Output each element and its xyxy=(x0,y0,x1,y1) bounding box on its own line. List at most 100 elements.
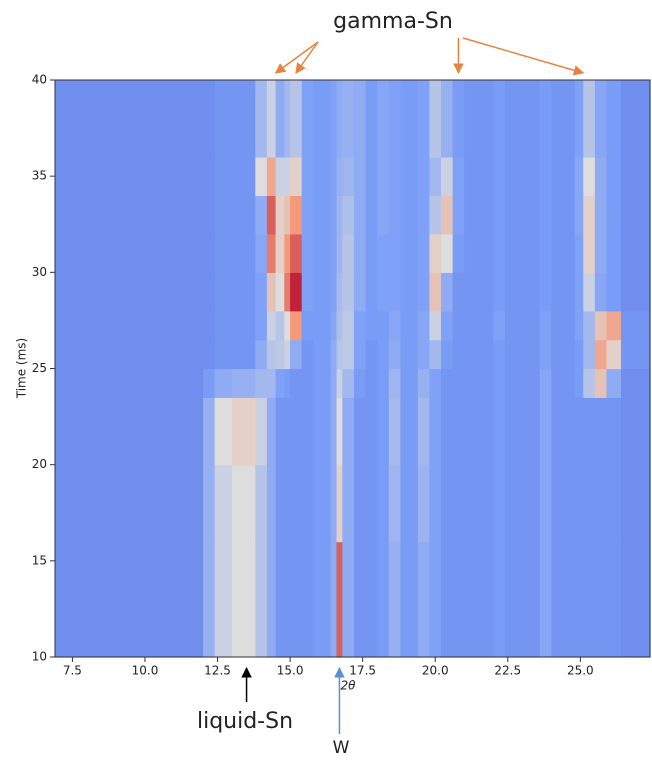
heatmap-cell xyxy=(284,397,291,466)
heatmap-cell xyxy=(266,80,277,158)
heatmap-cell xyxy=(55,397,204,466)
heatmap-cell xyxy=(284,464,291,543)
heatmap-cell xyxy=(493,339,506,370)
heatmap-cell xyxy=(551,339,576,370)
heatmap-cell xyxy=(330,368,338,398)
heatmap-cell xyxy=(504,272,541,312)
heatmap-cell xyxy=(441,339,454,370)
heatmap-cell xyxy=(313,233,332,273)
heatmap-cell xyxy=(55,233,204,273)
heatmap-cell xyxy=(400,80,419,158)
heatmap-cell xyxy=(232,80,256,158)
heatmap-cell xyxy=(594,80,608,158)
heatmap-cell xyxy=(284,233,291,273)
heatmap-cell xyxy=(266,339,277,370)
heatmap-cell xyxy=(284,80,291,158)
heatmap-cell xyxy=(301,397,314,466)
heatmap-cell xyxy=(400,195,419,235)
y-tick-label: 25 xyxy=(32,361,47,375)
heatmap-cell xyxy=(583,541,596,658)
heatmap-cell xyxy=(284,272,291,312)
heatmap-cell xyxy=(301,195,314,235)
heatmap-cell xyxy=(620,80,651,158)
heatmap-cell xyxy=(313,464,332,543)
heatmap-cell xyxy=(330,156,338,196)
heatmap-cell xyxy=(232,368,256,398)
heatmap-cell xyxy=(301,310,314,341)
heatmap-cell xyxy=(452,464,465,543)
x-tick-label: 15.0 xyxy=(277,664,304,678)
heatmap-cell xyxy=(377,339,390,370)
y-tick-label: 10 xyxy=(32,650,47,664)
heatmap-cell xyxy=(388,272,401,312)
heatmap-cell xyxy=(342,397,355,466)
heatmap-cell xyxy=(574,339,584,370)
heatmap-cell xyxy=(583,464,596,543)
heatmap-cell xyxy=(606,397,622,466)
heatmap-cell xyxy=(232,195,256,235)
heatmap-cell xyxy=(574,310,584,341)
heatmap-cell xyxy=(203,464,216,543)
heatmap-cell xyxy=(620,233,651,273)
heatmap-cell xyxy=(452,233,465,273)
heatmap-cell xyxy=(342,195,355,235)
heatmap-cell xyxy=(400,368,419,398)
heatmap-cell xyxy=(441,80,454,158)
y-tick-label: 30 xyxy=(32,265,47,279)
heatmap-cell xyxy=(493,195,506,235)
heatmap-cell xyxy=(275,464,285,543)
heatmap-cell xyxy=(452,339,465,370)
heatmap-cell xyxy=(551,233,576,273)
heatmap-cell xyxy=(353,368,367,398)
heatmap-cell xyxy=(574,195,584,235)
heatmap-cell xyxy=(620,339,651,370)
heatmap-cell xyxy=(452,195,465,235)
heatmap-cell xyxy=(55,310,204,341)
heatmap-cell xyxy=(203,80,216,158)
heatmap-cell xyxy=(313,368,332,398)
heatmap-cell xyxy=(417,310,431,341)
heatmap-cell xyxy=(313,80,332,158)
heatmap-cell xyxy=(429,541,442,658)
heatmap-cell xyxy=(594,541,608,658)
heatmap-cell xyxy=(417,464,431,543)
heatmap-cell xyxy=(301,80,314,158)
heatmap-cell xyxy=(214,541,233,658)
heatmap-cell xyxy=(214,156,233,196)
heatmap-cell xyxy=(336,397,343,466)
heatmap-cell xyxy=(388,464,401,543)
heatmap-cell xyxy=(594,339,608,370)
heatmap-cell xyxy=(365,156,378,196)
heatmap-cell xyxy=(365,464,378,543)
heatmap-cell xyxy=(266,397,277,466)
annotation-arrow xyxy=(295,41,319,74)
heatmap-cell xyxy=(255,339,268,370)
heatmap-cell xyxy=(342,368,355,398)
heatmap-cell xyxy=(214,397,233,466)
heatmap-cell xyxy=(266,464,277,543)
heatmap-cell xyxy=(429,233,442,273)
heatmap-cell xyxy=(400,339,419,370)
heatmap-cell xyxy=(255,541,268,658)
heatmap-cell xyxy=(388,80,401,158)
heatmap-cell xyxy=(214,195,233,235)
heatmap-cell xyxy=(232,272,256,312)
heatmap-cell xyxy=(606,272,622,312)
heatmap-cell xyxy=(377,310,390,341)
heatmap-cell xyxy=(353,339,367,370)
heatmap-cell xyxy=(583,339,596,370)
heatmap-cell xyxy=(441,156,454,196)
heatmap-cell xyxy=(551,397,576,466)
heatmap-cell xyxy=(365,368,378,398)
heatmap-cell xyxy=(55,195,204,235)
heatmap-cell xyxy=(313,195,332,235)
heatmap-cell xyxy=(255,272,268,312)
heatmap-cell xyxy=(377,80,390,158)
heatmap-cell xyxy=(353,195,367,235)
heatmap-cell xyxy=(388,368,401,398)
heatmap-cell xyxy=(255,397,268,466)
heatmap-cell xyxy=(301,464,314,543)
heatmap-cell xyxy=(336,541,343,658)
heatmap-cell xyxy=(290,80,303,158)
heatmap-cell xyxy=(330,541,338,658)
